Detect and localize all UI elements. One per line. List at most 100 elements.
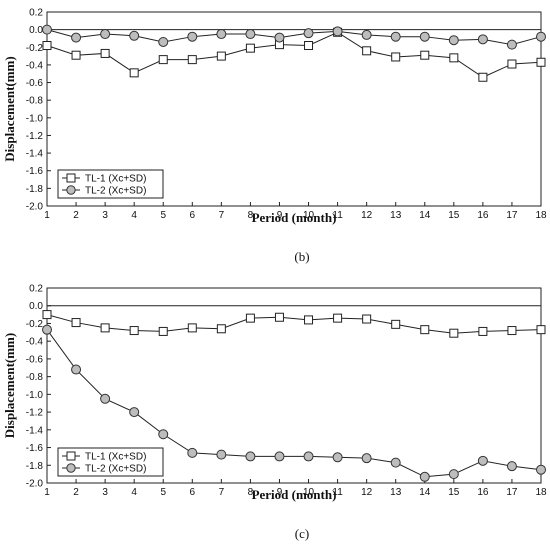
data-point-square (42, 41, 52, 51)
data-point-circle (129, 407, 140, 418)
y-tick-label: -0.4 (26, 337, 44, 348)
x-tick-label: 8 (248, 210, 254, 221)
y-tick-label: -2.0 (26, 202, 44, 213)
y-tick-label: -0.2 (26, 43, 44, 54)
series-2 (42, 324, 546, 482)
data-point-square (129, 326, 139, 336)
x-tick-label: 11 (332, 210, 343, 221)
data-point-circle (42, 324, 52, 335)
data-point-square (420, 50, 430, 60)
data-point-circle (71, 32, 82, 43)
y-tick-label: 0.2 (29, 284, 43, 295)
data-point-circle (536, 31, 546, 42)
x-tick-label: 12 (361, 487, 373, 498)
legend-label: TL-1 (Xc+SD) (85, 174, 146, 185)
legend-label: TL-2 (Xc+SD) (85, 464, 146, 475)
panel-label: (b) (294, 249, 309, 264)
y-tick-label: -1.8 (26, 184, 44, 195)
chart-panel-2: 0.2 0.0 -0.2 -0.4 -0.6 -0.8 -1.0 -1.2 -1.4 -1.6 -1… (2, 284, 547, 542)
x-tick-label: 2 (73, 210, 79, 221)
data-point-square (333, 313, 343, 323)
x-tick-label: 16 (477, 210, 489, 221)
y-axis-title: Displacement(mm) (2, 56, 17, 161)
data-point-circle (332, 26, 343, 37)
data-point-circle (448, 35, 459, 46)
x-tick-label: 12 (361, 210, 373, 221)
series-1 (42, 310, 546, 338)
data-point-square (507, 326, 517, 336)
y-tick-label: 0.0 (29, 301, 43, 312)
x-tick-label: 15 (448, 210, 460, 221)
chart-panel-1: 0.2 0.0 -0.2 -0.4 -0.6 -0.8 -1.0 -1.2 -1.4 -1.6 -1… (2, 8, 547, 265)
x-tick-label: 3 (102, 210, 108, 221)
data-point-square (304, 41, 314, 51)
x-tick-label: 10 (303, 210, 315, 221)
data-point-circle (506, 39, 517, 50)
data-point-square (129, 68, 139, 78)
x-tick-label: 14 (419, 210, 431, 221)
y-tick-label: -1.4 (26, 149, 44, 160)
x-tick-label: 13 (390, 487, 402, 498)
data-point-circle (303, 451, 314, 462)
data-point-square (100, 323, 110, 333)
data-point-circle (216, 449, 227, 460)
x-tick-label: 15 (448, 487, 460, 498)
series-line (46, 31, 542, 78)
data-point-square (216, 324, 226, 334)
x-tick-label: 7 (219, 487, 225, 498)
data-point-circle (274, 451, 285, 462)
x-tick-label: 4 (131, 210, 137, 221)
data-point-square (362, 314, 372, 324)
data-point-circle (361, 453, 372, 464)
plot-frame (46, 11, 542, 207)
data-point-square (391, 52, 401, 62)
data-point-square (449, 53, 459, 63)
data-point-square (42, 310, 52, 320)
data-point-square (187, 55, 197, 65)
x-tick-label: 5 (160, 487, 166, 498)
y-tick-label: -1.2 (26, 408, 44, 419)
series-1 (42, 27, 546, 82)
y-tick-label: -0.6 (26, 78, 44, 89)
series-line (46, 29, 542, 46)
data-point-square (245, 43, 255, 53)
data-point-square (536, 325, 546, 335)
data-point-circle (100, 29, 111, 40)
data-point-circle (332, 452, 343, 463)
x-tick-label: 1 (44, 487, 50, 498)
x-tick-label: 6 (190, 487, 196, 498)
legend-square-marker (66, 173, 76, 183)
data-point-square (507, 59, 517, 69)
y-tick-label: -1.4 (26, 425, 44, 436)
data-point-square (245, 313, 255, 323)
legend-label: TL-2 (Xc+SD) (85, 186, 146, 197)
x-tick-label: 11 (332, 487, 343, 498)
y-tick-label: -0.8 (26, 372, 44, 383)
data-point-circle (448, 469, 459, 480)
y-tick-label: -1.6 (26, 443, 44, 454)
y-tick-label: -0.2 (26, 319, 44, 330)
data-point-circle (303, 28, 314, 39)
data-point-circle (419, 31, 430, 42)
data-point-circle (419, 471, 430, 482)
x-tick-label: 4 (131, 487, 137, 498)
legend: TL-1 (Xc+SD)TL-2 (Xc+SD) (57, 169, 164, 199)
data-point-circle (390, 31, 401, 42)
series-line (46, 329, 542, 478)
data-point-circle (129, 30, 140, 41)
x-tick-label: 1 (44, 210, 50, 221)
data-point-circle (477, 34, 488, 45)
x-axis-title: Period (month) (252, 487, 337, 502)
legend-square-marker (66, 451, 76, 461)
data-point-square (71, 318, 81, 328)
data-point-square (304, 315, 314, 325)
data-point-square (362, 46, 372, 56)
data-point-square (478, 326, 488, 336)
y-tick-label: -0.4 (26, 60, 44, 71)
data-point-circle (158, 36, 169, 47)
x-tick-label: 18 (535, 210, 547, 221)
data-point-circle (361, 29, 372, 40)
data-point-square (420, 325, 430, 335)
data-point-square (158, 326, 168, 336)
